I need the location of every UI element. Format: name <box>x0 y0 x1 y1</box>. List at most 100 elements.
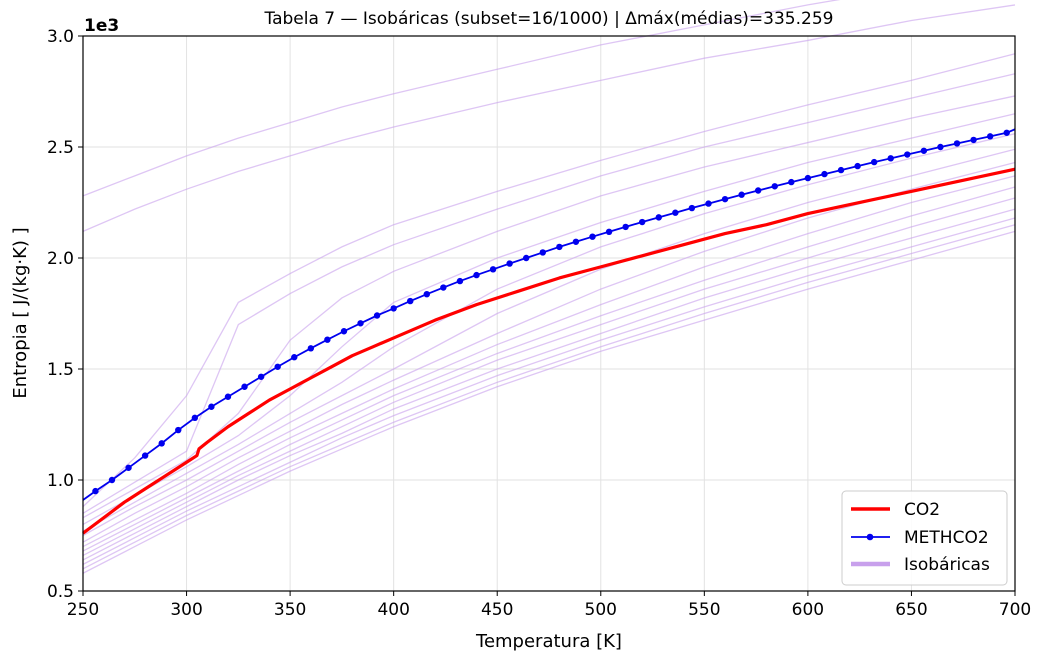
y-axis-title: Entropia [ J/(kg·K) ] <box>10 227 31 398</box>
methco2-series <box>82 128 1016 501</box>
isobaric-curve-5 <box>82 113 1016 525</box>
legend-label-isobaric: Isobáricas <box>904 555 990 575</box>
isobaric-curve-0 <box>82 0 841 197</box>
methco2-point <box>373 312 381 319</box>
legend-box <box>841 490 1008 586</box>
plot-frame <box>82 35 1016 592</box>
methco2-point <box>655 214 662 221</box>
isobaric-curve-10 <box>82 186 1016 552</box>
y-tick-label: 0.5 <box>47 582 74 602</box>
methco2-point <box>705 200 712 207</box>
methco2-point <box>870 158 878 166</box>
y-tick-label: 2.5 <box>47 138 74 158</box>
chart-title: Tabela 7 — Isobáricas (subset=16/1000) |… <box>264 9 834 29</box>
y-scale-label: 1e3 <box>84 16 119 36</box>
methco2-point <box>887 155 894 162</box>
methco2-point <box>754 187 762 194</box>
methco2-point <box>340 328 348 335</box>
legend-marker-methco2 <box>866 533 874 541</box>
isobaric-curve-9 <box>82 175 1016 548</box>
methco2-point <box>423 290 431 298</box>
isobaric-curve-1 <box>82 4 1016 232</box>
methco2-point <box>622 223 629 231</box>
methco2-point <box>241 383 248 390</box>
methco2-point <box>208 403 215 410</box>
methco2-point <box>141 452 149 459</box>
methco2-point <box>804 174 812 182</box>
legend-label-co2: CO2 <box>904 500 940 520</box>
methco2-point <box>506 260 513 267</box>
methco2-point <box>357 320 364 327</box>
methco2-point <box>523 254 530 262</box>
isobaric-curve-13 <box>82 217 1016 565</box>
co2-series <box>82 167 1016 535</box>
isobaric-curve-12 <box>82 208 1016 561</box>
methco2-point <box>456 277 464 285</box>
methco2-point <box>125 464 132 471</box>
methco2-point <box>224 393 232 400</box>
methco2-point <box>937 143 944 151</box>
methco2-point <box>257 373 265 380</box>
y-axis-ticks: 0.5 1.0 1.5 2.0 2.5 3.0 <box>47 27 83 602</box>
methco2-point <box>688 204 696 212</box>
x-tick-label: 550 <box>688 600 720 620</box>
y-tick-label: 2.0 <box>47 249 74 269</box>
methco2-point <box>953 140 961 147</box>
isobaric-curves <box>82 0 1016 574</box>
x-axis-title: Temperatura [K] <box>475 631 622 652</box>
isobaric-curve-15 <box>82 230 1016 574</box>
x-tick-label: 650 <box>895 600 927 620</box>
methco2-point <box>191 414 199 422</box>
x-tick-label: 400 <box>377 600 409 620</box>
isobaric-curve-8 <box>82 161 1016 543</box>
methco2-line <box>82 128 1016 501</box>
methco2-point <box>837 166 845 174</box>
y-tick-label: 3.0 <box>47 27 74 47</box>
methco2-point <box>1003 129 1010 136</box>
methco2-point <box>854 162 861 170</box>
isobaric-curve-4 <box>82 95 1016 519</box>
x-axis-ticks: 250 300 350 400 450 500 550 600 650 700 <box>67 591 1031 620</box>
methco2-point <box>970 136 977 144</box>
methco2-point <box>489 266 497 273</box>
methco2-point <box>721 195 729 203</box>
isobaric-curve-14 <box>82 224 1016 570</box>
x-tick-label: 250 <box>67 600 99 620</box>
methco2-point <box>920 147 928 154</box>
methco2-point <box>274 363 281 370</box>
methco2-point <box>672 209 679 216</box>
methco2-point <box>771 183 778 190</box>
methco2-point <box>904 151 911 158</box>
methco2-point <box>291 354 298 361</box>
methco2-point <box>986 133 994 140</box>
methco2-point <box>572 238 580 245</box>
methco2-point <box>539 249 546 256</box>
methco2-point <box>821 170 828 178</box>
x-tick-label: 600 <box>792 600 824 620</box>
methco2-point <box>473 271 480 279</box>
x-tick-label: 700 <box>999 600 1031 620</box>
methco2-point <box>108 476 116 484</box>
methco2-point <box>407 297 414 305</box>
x-tick-label: 500 <box>585 600 617 620</box>
isobaric-curve-7 <box>82 148 1016 537</box>
x-tick-label: 350 <box>274 600 306 620</box>
y-tick-label: 1.5 <box>47 360 74 380</box>
methco2-point <box>175 426 182 434</box>
legend: CO2 METHCO2 Isobáricas <box>841 490 1008 586</box>
methco2-point <box>390 305 397 312</box>
methco2-point <box>158 440 165 447</box>
x-tick-label: 300 <box>170 600 202 620</box>
x-tick-label: 450 <box>481 600 513 620</box>
methco2-point <box>556 243 563 251</box>
methco2-point <box>92 487 99 495</box>
methco2-point <box>589 233 596 240</box>
methco2-point <box>788 178 795 186</box>
y-tick-label: 1.0 <box>47 471 74 491</box>
methco2-point <box>738 191 745 198</box>
methco2-point <box>639 218 646 226</box>
methco2-point <box>440 284 447 291</box>
legend-label-methco2: METHCO2 <box>904 528 989 548</box>
isobaric-curve-6 <box>82 133 1016 532</box>
